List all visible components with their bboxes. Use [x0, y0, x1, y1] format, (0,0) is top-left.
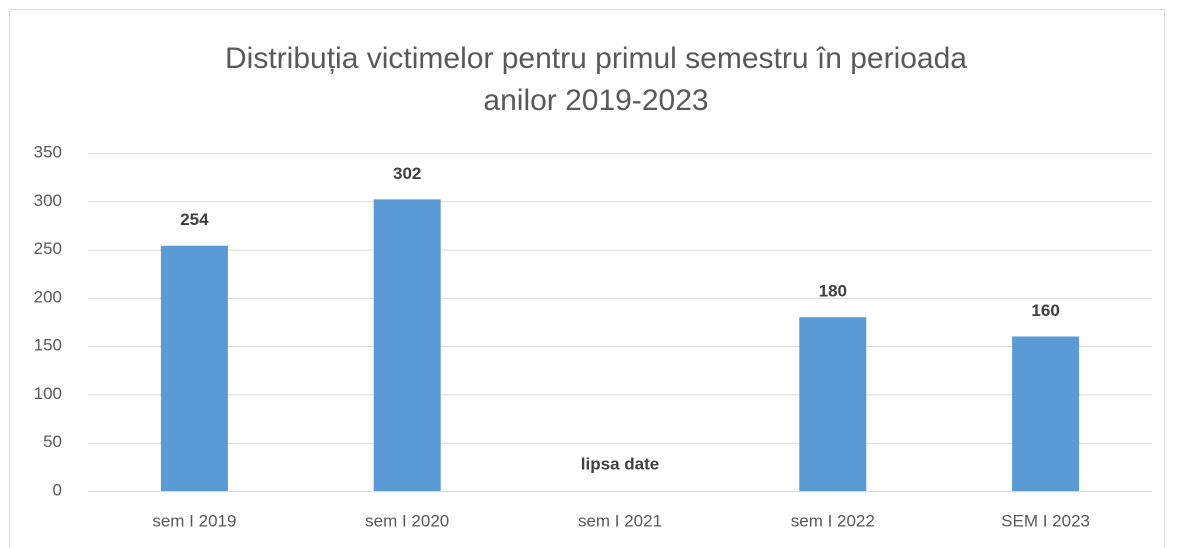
x-tick-label: sem I 2022: [791, 511, 875, 530]
bar: [799, 317, 867, 491]
y-tick-label: 0: [53, 480, 62, 499]
y-tick-label: 150: [34, 336, 62, 355]
y-tick-label: 350: [34, 142, 62, 161]
data-label: 160: [1031, 301, 1059, 320]
data-label: 302: [393, 164, 421, 183]
x-tick-label: sem I 2020: [365, 511, 449, 530]
y-tick-label: 100: [34, 384, 62, 403]
data-label: 180: [819, 282, 847, 301]
bar: [160, 245, 228, 491]
x-tick-label: sem I 2019: [152, 511, 236, 530]
annotation: lipsa date: [581, 454, 659, 473]
y-tick-label: 250: [34, 239, 62, 258]
chart-title: anilor 2019-2023: [483, 84, 708, 117]
y-tick-label: 300: [34, 191, 62, 210]
chart-title: Distribuția victimelor pentru primul sem…: [225, 42, 967, 75]
x-tick-label: SEM I 2023: [1001, 511, 1090, 530]
y-tick-label: 200: [34, 287, 62, 306]
bar: [373, 199, 441, 491]
data-label: 254: [180, 210, 209, 229]
bar: [1012, 336, 1080, 491]
x-tick-label: sem I 2021: [578, 511, 662, 530]
y-tick-label: 50: [43, 432, 62, 451]
